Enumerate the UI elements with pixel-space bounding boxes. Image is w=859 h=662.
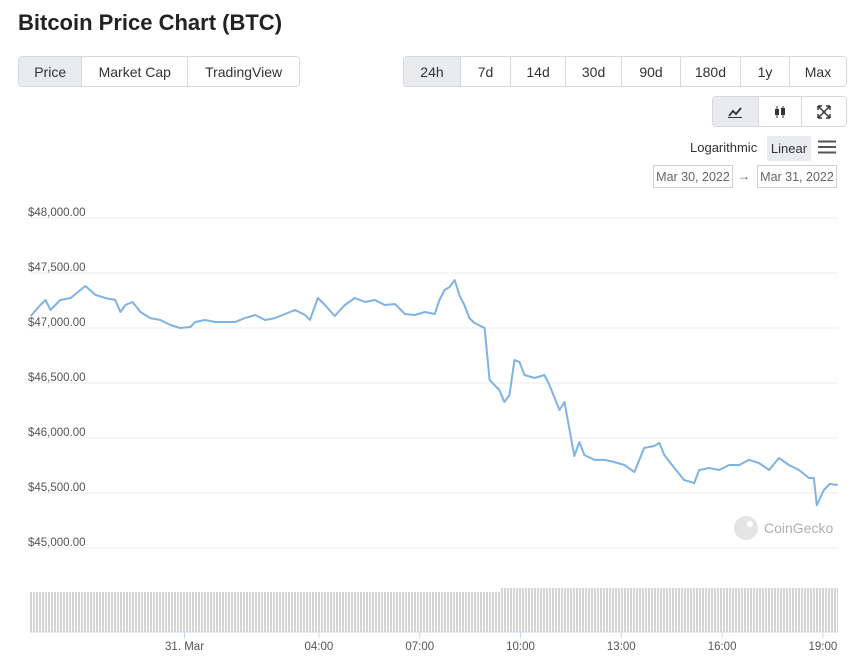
range-button[interactable]: 24h xyxy=(404,57,461,86)
range-button[interactable]: 1y xyxy=(740,57,791,86)
tab[interactable]: TradingView xyxy=(188,57,299,86)
range-button[interactable]: 7d xyxy=(460,57,512,86)
range-button[interactable]: 180d xyxy=(680,57,741,86)
expand-icon xyxy=(817,104,831,119)
line-icon xyxy=(728,106,743,118)
y-tick-label: $46,500.00 xyxy=(28,372,86,384)
y-tick-label: $47,000.00 xyxy=(28,317,86,329)
tab[interactable]: Price xyxy=(19,57,83,86)
x-tick-label: 19:00 xyxy=(808,641,837,653)
date-to[interactable]: Mar 31, 2022 xyxy=(757,165,837,188)
menu-button[interactable] xyxy=(818,140,836,154)
x-tick-label: 31. Mar xyxy=(165,641,204,653)
date-from[interactable]: Mar 30, 2022 xyxy=(653,165,733,188)
volume-bars xyxy=(500,588,838,592)
x-tick-label: 07:00 xyxy=(405,641,434,653)
candle-chart-button[interactable] xyxy=(758,97,803,126)
watermark-text: CoinGecko xyxy=(764,520,833,536)
x-tick-label: 16:00 xyxy=(708,641,737,653)
scale-option[interactable]: Logarithmic xyxy=(690,140,758,155)
volume-bars xyxy=(30,592,838,632)
candle-icon xyxy=(774,105,785,118)
range-button[interactable]: 14d xyxy=(511,57,567,86)
range-button[interactable]: 90d xyxy=(622,57,681,86)
range-button[interactable]: Max xyxy=(790,57,846,86)
watermark: CoinGecko xyxy=(734,516,833,540)
tab[interactable]: Market Cap xyxy=(82,57,189,86)
y-tick-label: $48,000.00 xyxy=(28,207,86,219)
x-tick-label: 04:00 xyxy=(305,641,334,653)
chart-style-buttons xyxy=(712,96,847,127)
y-tick-label: $46,000.00 xyxy=(28,427,86,439)
chart-tabs: Price Market Cap TradingView xyxy=(18,56,300,87)
price-line xyxy=(29,279,838,507)
y-tick-label: $45,500.00 xyxy=(28,482,86,494)
line-chart-button[interactable] xyxy=(713,97,759,126)
x-tick-label: 10:00 xyxy=(506,641,535,653)
fullscreen-button[interactable] xyxy=(802,97,846,126)
x-tick-label: 13:00 xyxy=(607,641,636,653)
range-buttons: 24h 7d 14d 30d 90d 180d 1y Max xyxy=(403,56,847,87)
page-title: Bitcoin Price Chart (BTC) xyxy=(18,10,283,35)
scale-option[interactable]: Linear xyxy=(767,136,811,161)
y-tick-label: $47,500.00 xyxy=(28,262,86,274)
range-button[interactable]: 30d xyxy=(566,57,623,86)
y-tick-label: $45,000.00 xyxy=(28,537,86,549)
date-separator: → xyxy=(738,169,750,183)
